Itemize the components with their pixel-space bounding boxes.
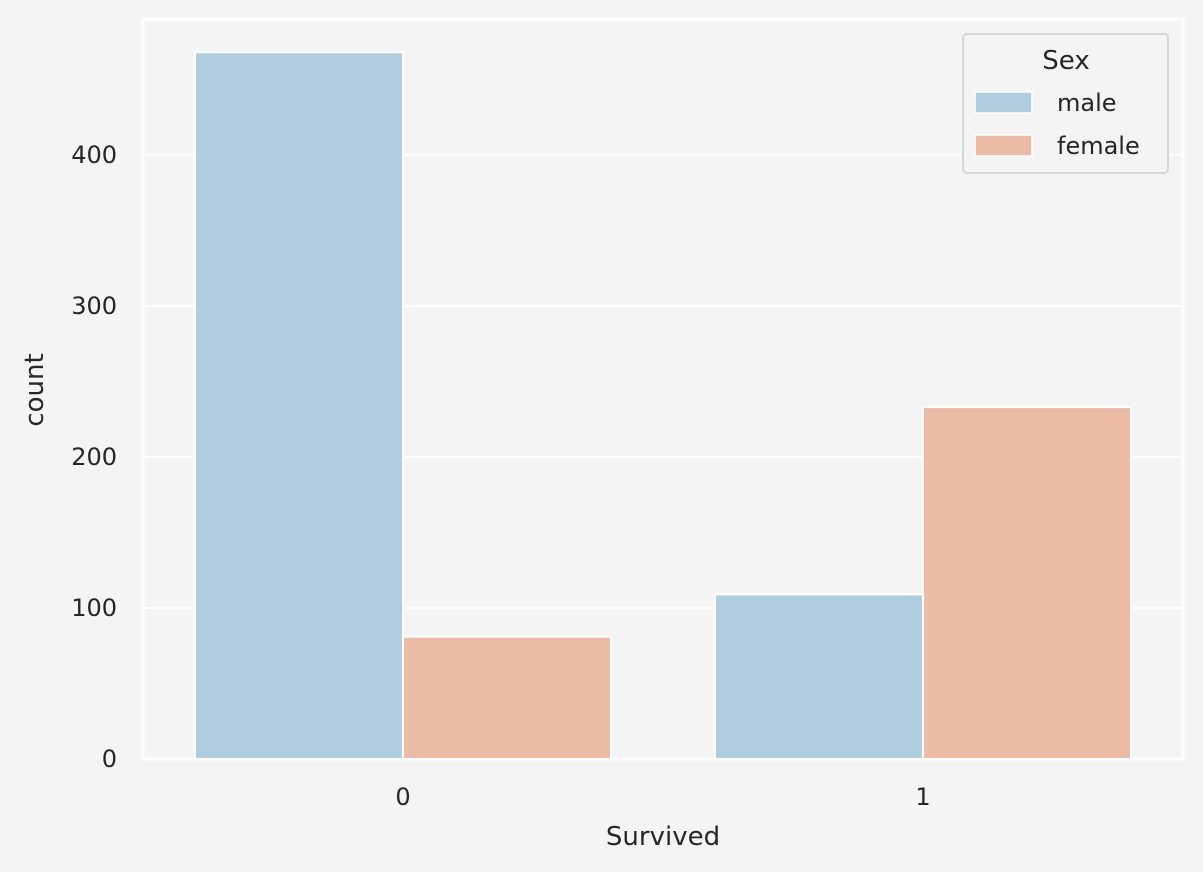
y-tick-label: 300 [71, 292, 117, 320]
legend-items: male female [974, 89, 1140, 160]
bars [194, 51, 1132, 761]
y-axis-title: count [20, 353, 50, 426]
legend-title: Sex [1042, 46, 1089, 76]
y-axis-ticks: 0 100 200 300 400 [71, 141, 117, 773]
legend-swatch-female [974, 134, 1033, 157]
x-tick-label: 0 [395, 783, 410, 811]
y-tick-label: 400 [71, 141, 117, 169]
legend-label-female: female [1057, 132, 1140, 160]
bar-male-0 [194, 51, 404, 761]
legend-label-male: male [1057, 89, 1117, 117]
x-tick-label: 1 [915, 783, 930, 811]
bar-female-0 [402, 635, 612, 760]
y-tick-label: 100 [71, 594, 117, 622]
y-tick-label: 0 [102, 745, 117, 773]
legend-swatch-male [974, 91, 1033, 114]
bar-male-1 [714, 593, 924, 760]
x-axis-title: Survived [606, 822, 720, 852]
legend: Sex male female [962, 33, 1169, 174]
y-tick-label: 200 [71, 443, 117, 471]
bar-female-1 [922, 406, 1132, 760]
